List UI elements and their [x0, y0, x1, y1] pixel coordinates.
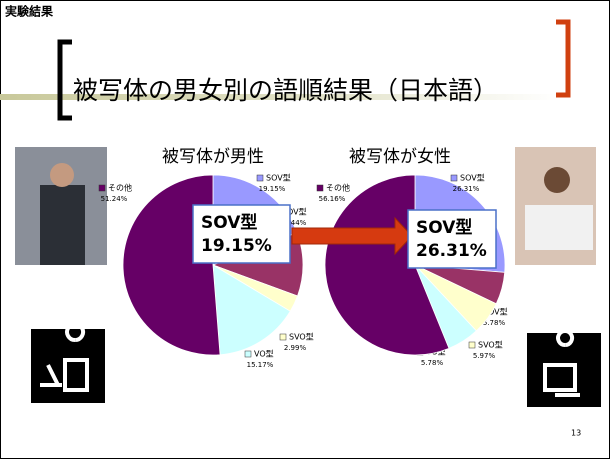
slice-value-label: 15.17%: [247, 361, 274, 369]
slice-value-label: 51.24%: [101, 195, 128, 203]
callout-category: SOV型: [201, 212, 257, 233]
slice-value-label: 2.99%: [284, 344, 307, 352]
chart-title: 被写体が男性: [162, 147, 264, 167]
slice-value-label: 5.78%: [421, 359, 444, 367]
slice-label: SVO型: [289, 333, 314, 342]
photo-man-head: [50, 163, 74, 187]
legend-swatch: [280, 334, 286, 340]
legend-swatch: [99, 185, 105, 191]
slice-label: SOV型: [266, 174, 291, 183]
photo-man-figure: [40, 185, 85, 265]
slice-label: その他: [108, 183, 132, 193]
legend-swatch: [451, 175, 457, 181]
slice-value-label: 26.31%: [453, 185, 480, 193]
slide-title: 被写体の男女別の語順結果（日本語）: [73, 76, 498, 105]
chart-title: 被写体が女性: [349, 147, 451, 167]
photo-woman-newspaper: [525, 205, 593, 250]
page: 実験結果 被写体の男女別の語順結果（日本語） 13 被写体が男性SOV型19.1…: [0, 0, 610, 463]
slice-label: SVO型: [478, 341, 503, 350]
page-number: 13: [571, 429, 581, 438]
slide: 実験結果 被写体の男女別の語順結果（日本語） 13 被写体が男性SOV型19.1…: [0, 0, 610, 459]
slice-label: VO型: [254, 350, 274, 359]
legend-swatch: [245, 351, 251, 357]
photo-woman-head: [544, 167, 570, 193]
slice-label: その他: [326, 183, 350, 193]
slide-header: 実験結果: [5, 4, 53, 19]
slice-value-label: 5.97%: [473, 352, 496, 360]
callout-value: 26.31%: [416, 241, 487, 261]
callout-value: 19.15%: [201, 236, 272, 256]
slice-value-label: 19.15%: [259, 185, 286, 193]
callout-category: SOV型: [416, 217, 472, 238]
legend-swatch: [317, 185, 323, 191]
slice-label: SOV型: [460, 174, 485, 183]
legend-swatch: [257, 175, 263, 181]
legend-swatch: [469, 342, 475, 348]
slice-value-label: 56.16%: [319, 195, 346, 203]
